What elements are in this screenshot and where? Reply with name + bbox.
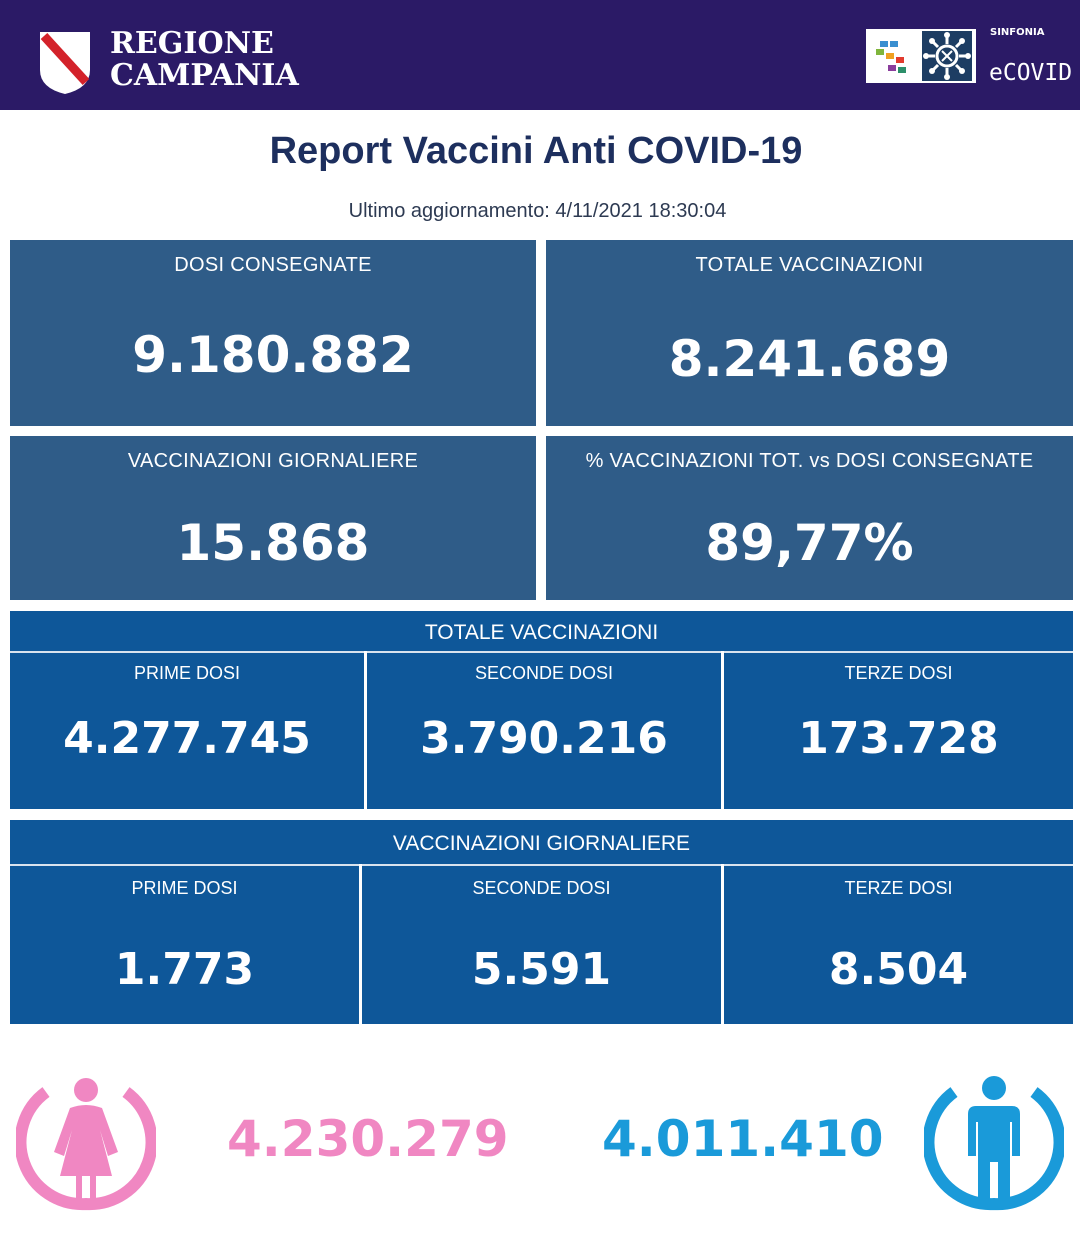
cell-label: PRIME DOSI: [133, 663, 240, 683]
cell-value: 3.790.216: [420, 713, 668, 764]
cell-daily-seconde-dosi: SECONDE DOSI 5.591: [362, 864, 721, 1024]
section-totale-vaccinazioni: TOTALE VACCINAZIONI: [10, 611, 1073, 651]
cell-value: 1.773: [114, 944, 255, 995]
virus-icon: [922, 31, 972, 81]
sinfonia-logo: [866, 29, 976, 83]
brand-small-label: SINFONIA: [990, 27, 1045, 38]
region-line-1: REGIONE: [110, 26, 274, 61]
section-title: TOTALE VACCINAZIONI: [424, 621, 659, 644]
female-count: 4.230.279: [227, 1110, 509, 1168]
cell-label: TERZE DOSI: [844, 878, 953, 898]
section-vaccinazioni-giornaliere: VACCINAZIONI GIORNALIERE: [10, 820, 1073, 864]
header-bar: REGIONE CAMPANIA: [0, 0, 1080, 110]
card-label: % VACCINAZIONI TOT. vs DOSI CONSEGNATE: [585, 450, 1034, 472]
card-value: 15.868: [176, 514, 370, 572]
cell-value: 173.728: [798, 713, 999, 764]
male-count: 4.011.410: [602, 1110, 884, 1168]
page-title: Report Vaccini Anti COVID-19: [269, 130, 803, 172]
card-percentuale: % VACCINAZIONI TOT. vs DOSI CONSEGNATE 8…: [546, 436, 1073, 600]
cell-prime-dosi: PRIME DOSI 4.277.745: [10, 651, 364, 809]
card-value: 89,77%: [705, 514, 914, 572]
brand-name: eCOVID: [989, 60, 1073, 86]
region-logo-text: REGIONE CAMPANIA: [110, 28, 299, 92]
card-label: DOSI CONSEGNATE: [174, 254, 372, 276]
cell-seconde-dosi: SECONDE DOSI 3.790.216: [367, 651, 721, 809]
cell-daily-prime-dosi: PRIME DOSI 1.773: [10, 864, 359, 1024]
cell-label: SECONDE DOSI: [472, 878, 611, 898]
card-totale-vaccinazioni: TOTALE VACCINAZIONI 8.241.689: [546, 240, 1073, 426]
last-update-text: Ultimo aggiornamento: 4/11/2021 18:30:04: [348, 200, 727, 222]
cell-terze-dosi: TERZE DOSI 173.728: [724, 651, 1073, 809]
region-shield-icon: [40, 32, 90, 94]
female-icon: [16, 1078, 156, 1211]
cell-daily-terze-dosi: TERZE DOSI 8.504: [724, 864, 1073, 1024]
male-icon: [924, 1076, 1064, 1211]
card-dosi-consegnate: DOSI CONSEGNATE 9.180.882: [10, 240, 536, 426]
cell-label: SECONDE DOSI: [474, 663, 614, 683]
card-label: TOTALE VACCINAZIONI: [695, 254, 924, 276]
sinfonia-s-icon: [876, 41, 906, 73]
card-vaccinazioni-giornaliere: VACCINAZIONI GIORNALIERE 15.868: [10, 436, 536, 600]
card-label: VACCINAZIONI GIORNALIERE: [127, 450, 419, 472]
cell-value: 8.504: [828, 944, 969, 995]
cell-label: PRIME DOSI: [131, 878, 238, 898]
cell-label: TERZE DOSI: [844, 663, 953, 683]
cell-value: 4.277.745: [63, 713, 311, 764]
cell-value: 5.591: [471, 944, 612, 995]
section-title: VACCINAZIONI GIORNALIERE: [392, 832, 691, 855]
region-line-2: CAMPANIA: [110, 58, 299, 93]
card-value: 8.241.689: [668, 330, 951, 388]
card-value: 9.180.882: [132, 326, 414, 384]
